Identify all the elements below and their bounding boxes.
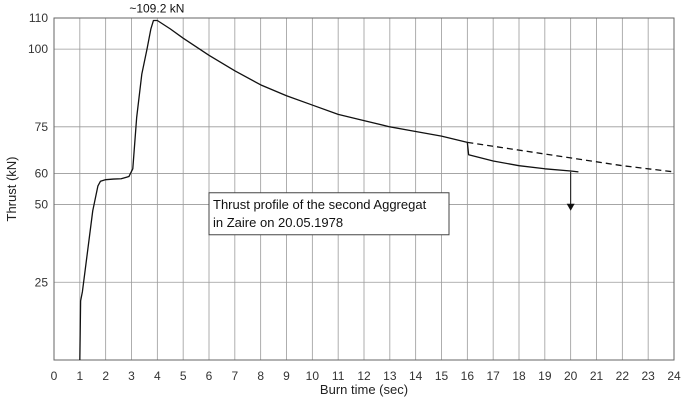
- x-tick-label: 11: [332, 369, 345, 383]
- x-tick-label: 18: [512, 369, 526, 383]
- x-tick-label: 13: [383, 369, 397, 383]
- thrust-line: [79, 19, 579, 361]
- x-tick-label: 9: [283, 369, 290, 383]
- x-tick-label: 5: [180, 369, 187, 383]
- note-line-2: in Zaire on 20.05.1978: [213, 215, 343, 230]
- drop-arrowhead: [566, 203, 575, 211]
- x-tick-label: 22: [616, 369, 630, 383]
- x-tick-label: 19: [538, 369, 552, 383]
- grid: [53, 17, 675, 360]
- x-tick-label: 3: [128, 369, 135, 383]
- x-axis-title: Burn time (sec): [320, 382, 408, 397]
- y-tick-label: 110: [29, 11, 48, 25]
- y-axis-title: Thrust (kN): [4, 157, 19, 222]
- x-tick-label: 24: [667, 369, 681, 383]
- y-tick-label: 100: [28, 42, 48, 56]
- y-axis-ticks: 25 50 60 75 100 110: [28, 11, 48, 289]
- plot-frame: [53, 17, 675, 361]
- x-tick-label: 2: [102, 369, 109, 383]
- x-tick-label: 17: [486, 369, 500, 383]
- x-tick-label: 20: [564, 369, 578, 383]
- x-tick-label: 4: [154, 369, 161, 383]
- y-tick-label: 60: [35, 166, 49, 180]
- note-line-1: Thrust profile of the second Aggregat: [213, 197, 427, 212]
- x-tick-label: 15: [435, 369, 449, 383]
- y-tick-label: 75: [35, 120, 49, 134]
- x-tick-label: 0: [51, 369, 58, 383]
- x-tick-label: 14: [409, 369, 423, 383]
- x-tick-label: 21: [590, 369, 604, 383]
- x-tick-label: 7: [231, 369, 238, 383]
- x-tick-label: 1: [76, 369, 83, 383]
- x-tick-label: 10: [306, 369, 320, 383]
- x-tick-label: 6: [206, 369, 213, 383]
- note-box: [208, 192, 450, 236]
- x-tick-label: 12: [357, 369, 371, 383]
- x-axis-ticks: 0 1 2 3 4 5 6 7 8 9 10 11 12 13 14 15 16 17 18 19 20 21 22 23 24: [51, 369, 681, 383]
- x-tick-label: 8: [257, 369, 264, 383]
- y-tick-label: 50: [35, 198, 49, 212]
- extrapolated-thrust-line: [467, 141, 675, 173]
- peak-annotation: ~109.2 kN: [129, 1, 184, 15]
- x-tick-label: 23: [641, 369, 655, 383]
- x-tick-label: 16: [461, 369, 475, 383]
- series-group: [79, 19, 675, 361]
- y-tick-label: 25: [35, 275, 49, 289]
